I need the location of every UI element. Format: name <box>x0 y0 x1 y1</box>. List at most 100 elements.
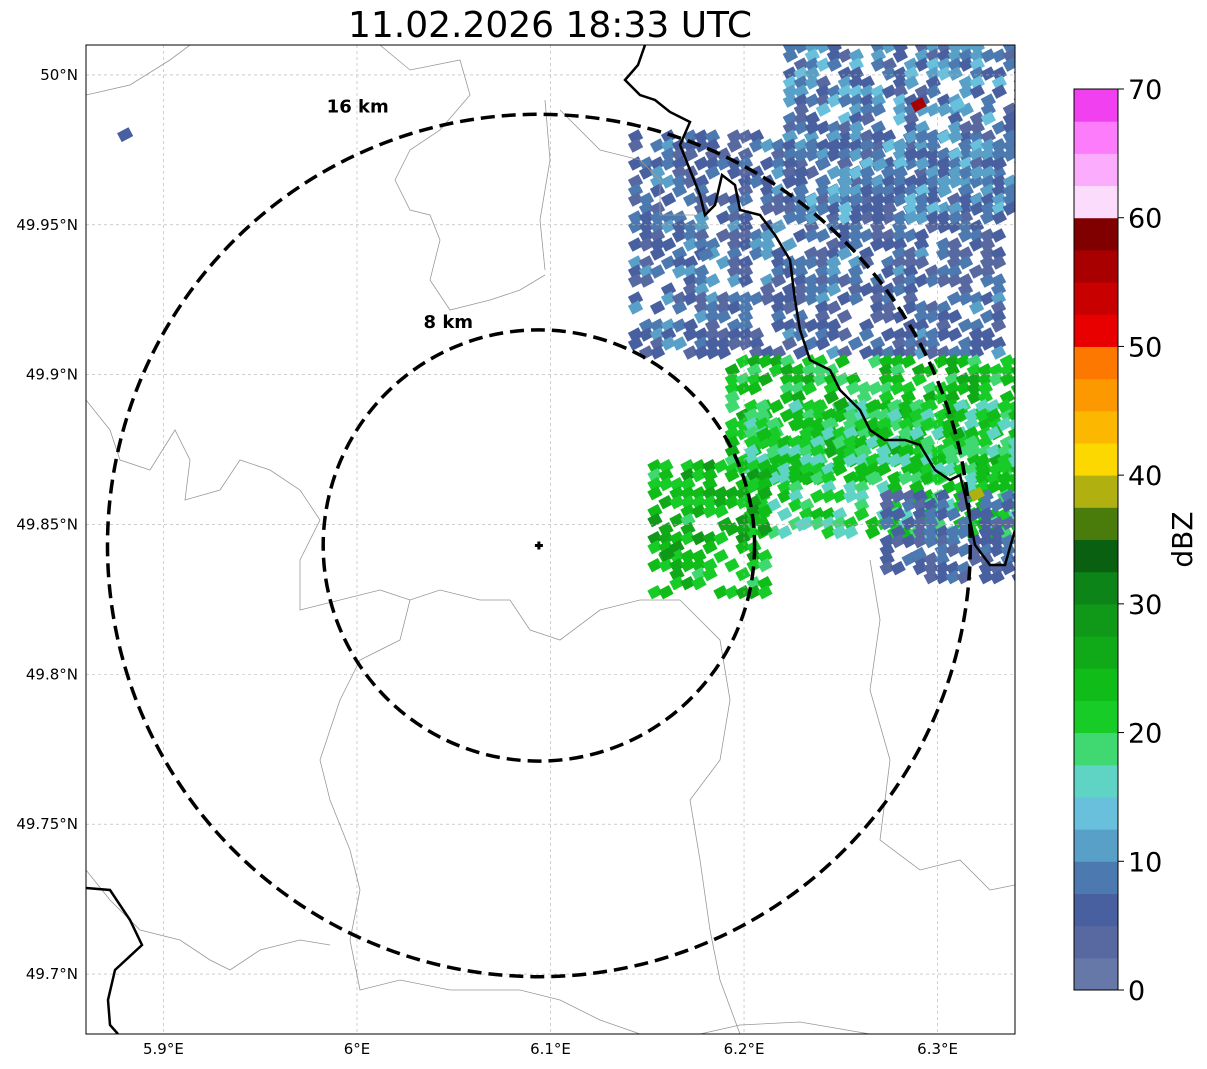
echo-pixel <box>949 97 966 113</box>
echo-pixel <box>870 57 886 72</box>
echo-pixel <box>757 485 773 501</box>
admin-boundary <box>539 99 551 271</box>
echo-pixel <box>713 548 729 564</box>
echo-pixel <box>788 416 804 432</box>
echo-pixel <box>891 345 908 360</box>
echo-pixel <box>903 210 919 225</box>
echo-pixel <box>879 515 895 531</box>
echo-pixel <box>975 407 991 423</box>
echo-pixel <box>925 84 941 99</box>
echo-pixel <box>726 336 743 351</box>
echo-pixel <box>1010 372 1015 387</box>
echo-pixel <box>770 345 787 360</box>
echo-pixel <box>1007 425 1015 441</box>
echo-pixel <box>726 273 743 288</box>
echo-pixel <box>946 273 963 288</box>
echo-pixel <box>757 521 773 537</box>
colorbar-tick-label: 60 <box>1128 204 1162 235</box>
echo-pixel <box>804 120 820 135</box>
admin-boundary <box>319 599 641 1034</box>
echo-pixel <box>901 533 917 549</box>
echo-pixel <box>809 488 826 504</box>
echo-pixel <box>691 467 707 483</box>
colorbar-segment <box>1074 475 1118 508</box>
echo-pixel <box>999 372 1015 387</box>
echo-pixel <box>858 282 875 297</box>
echo-pixel <box>702 539 718 555</box>
echo-pixel <box>990 345 1007 360</box>
admin-boundary <box>86 869 331 971</box>
echo-pixel <box>748 345 765 360</box>
echo-pixel <box>843 452 859 468</box>
echo-pixel <box>704 165 721 180</box>
echo-pixel <box>792 228 809 243</box>
echo-pixel <box>649 138 666 153</box>
echo-pixel <box>923 533 939 549</box>
echo-pixel <box>890 560 906 576</box>
colorbar-frame <box>1073 88 1119 991</box>
echo-pixel <box>836 327 853 342</box>
echo-pixel <box>957 228 974 243</box>
echo-pixel <box>682 147 699 162</box>
axis-tick-labels: 5.9°E 6°E 6.1°E 6.2°E 6.3°E 50°N 49.95°N 49.9°N… <box>16 66 958 1058</box>
echo-pixel <box>647 539 663 555</box>
echo-pixel <box>996 416 1013 432</box>
echo-pixel <box>968 237 985 252</box>
echo-pixel <box>649 345 666 360</box>
echo-pixel <box>990 318 1007 333</box>
echo-pixel <box>649 300 666 315</box>
echo-pixel <box>834 372 850 387</box>
colorbar-segment <box>1074 249 1118 283</box>
echo-pixel <box>799 470 815 486</box>
echo-pixel <box>892 111 908 126</box>
echo-pixel <box>803 336 820 351</box>
echo-pixel <box>859 183 875 198</box>
echo-pixel <box>770 201 787 216</box>
colorbar-segment <box>1074 507 1118 540</box>
echo-pixel <box>880 309 897 324</box>
echo-pixel <box>967 506 983 522</box>
lon-tick-label: 6.2°E <box>724 1040 765 1058</box>
echo-pixel <box>832 407 848 423</box>
echo-pixel <box>812 372 828 387</box>
range-ring-label: 8 km <box>424 312 474 333</box>
echo-pixel <box>892 210 908 225</box>
echo-pixel <box>935 345 952 360</box>
echo-pixel <box>957 345 974 360</box>
echo-pixel <box>713 584 729 600</box>
echo-pixel <box>946 345 963 360</box>
colorbar-tick-label: 40 <box>1128 461 1162 492</box>
echo-pixel <box>881 84 897 99</box>
echo-pixel <box>715 345 732 360</box>
echo-pixel <box>735 494 751 510</box>
echo-pixel <box>757 584 773 600</box>
colorbar-segment <box>1074 700 1118 734</box>
echo-pixel <box>781 237 798 252</box>
echo-pixel <box>680 575 696 591</box>
echo-pixel <box>804 147 820 162</box>
echo-pixel <box>649 264 666 279</box>
echo-pixel <box>1013 201 1015 216</box>
echo-pixel <box>958 57 974 72</box>
echo-pixel <box>691 575 707 591</box>
echo-pixel <box>735 381 751 396</box>
echo-pixel <box>759 291 776 306</box>
echo-pixel <box>887 434 903 450</box>
echo-pixel <box>986 407 1002 423</box>
lon-tick-label: 6.1°E <box>530 1040 571 1058</box>
admin-boundary <box>869 559 1015 891</box>
echo-pixel <box>903 129 919 144</box>
echo-pixel <box>914 129 930 144</box>
echo-pixel <box>936 183 952 198</box>
echo-pixel <box>912 560 928 576</box>
echo-pixel <box>897 452 914 468</box>
echo-pixel <box>887 452 903 468</box>
echo-pixel <box>803 165 820 180</box>
colorbar-label: dBZ <box>1166 511 1199 567</box>
echo-pixel <box>788 398 804 414</box>
echo-pixel <box>908 407 925 423</box>
echo-pixel <box>914 57 930 72</box>
echo-pixel <box>956 542 972 558</box>
colorbar-segment <box>1074 217 1118 251</box>
echo-pixel <box>870 210 886 225</box>
